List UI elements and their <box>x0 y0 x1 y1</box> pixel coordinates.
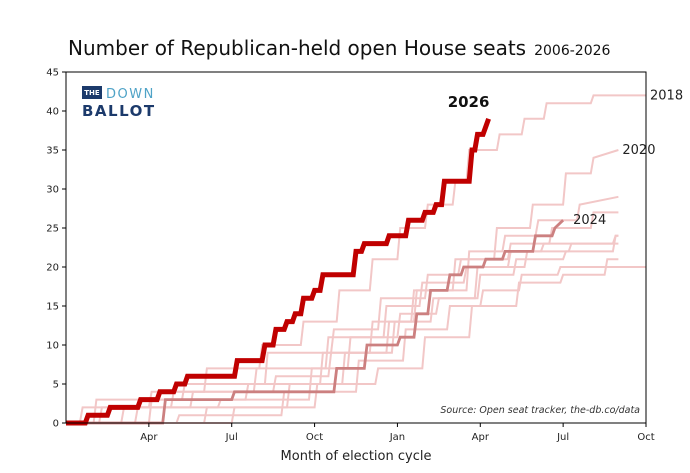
the-down-ballot-logo: THE DOWN BALLOT <box>82 86 156 120</box>
y-tick-label: 40 <box>46 107 59 118</box>
logo-the-badge <box>82 86 102 99</box>
plot-frame <box>65 71 647 424</box>
y-tick-label: 35 <box>46 146 59 157</box>
series-line-2026 <box>66 117 491 426</box>
series-line-unlabeled-4 <box>66 195 619 424</box>
series-end-label-2020: 2020 <box>622 143 655 158</box>
x-tick-label: Apr <box>472 432 490 443</box>
series-line-unlabeled-9 <box>66 258 619 424</box>
y-tick-label: 30 <box>46 185 59 196</box>
source-note: Source: Open seat tracker, the-db.co/dat… <box>440 405 640 416</box>
y-tick-label: 10 <box>46 341 59 352</box>
y-tick-label: 45 <box>46 68 59 79</box>
x-axis-ticks: Apr Jul Oct Jan Apr Jul Oct <box>140 423 655 443</box>
series-line-unlabeled-10 <box>66 242 619 424</box>
x-axis-label: Month of election cycle <box>281 449 432 464</box>
series-end-label-2026: 2026 <box>448 93 490 111</box>
x-tick-label: Jul <box>225 432 238 443</box>
x-tick-label: Oct <box>306 432 323 443</box>
series-line-2024 <box>66 219 565 425</box>
series-end-labels: 2026 2024 2018 2020 <box>448 88 683 228</box>
y-tick-label: 0 <box>53 419 59 430</box>
x-tick-label: Jan <box>389 432 405 443</box>
y-tick-label: 25 <box>46 224 59 235</box>
logo-the-text: THE <box>84 89 100 97</box>
series-layer <box>66 94 646 426</box>
y-axis-ticks: 0 5 10 15 20 25 30 35 40 45 <box>46 68 66 430</box>
x-tick-label: Jul <box>556 432 569 443</box>
series-line-2018 <box>66 94 646 424</box>
y-tick-label: 5 <box>53 380 59 391</box>
y-tick-label: 20 <box>46 263 59 274</box>
x-tick-label: Oct <box>637 432 654 443</box>
series-end-label-2024: 2024 <box>573 213 606 228</box>
chart-subtitle: 2006-2026 <box>534 43 611 59</box>
y-tick-label: 15 <box>46 302 59 313</box>
logo-down-text: DOWN <box>106 87 155 102</box>
x-tick-label: Apr <box>140 432 158 443</box>
series-end-label-2018: 2018 <box>650 88 683 103</box>
logo-ballot-text: BALLOT <box>82 102 156 120</box>
series-line-unlabeled-5 <box>66 266 646 424</box>
title-row: Number of Republican-held open House sea… <box>68 36 610 60</box>
chart-title: Number of Republican-held open House sea… <box>68 36 527 60</box>
